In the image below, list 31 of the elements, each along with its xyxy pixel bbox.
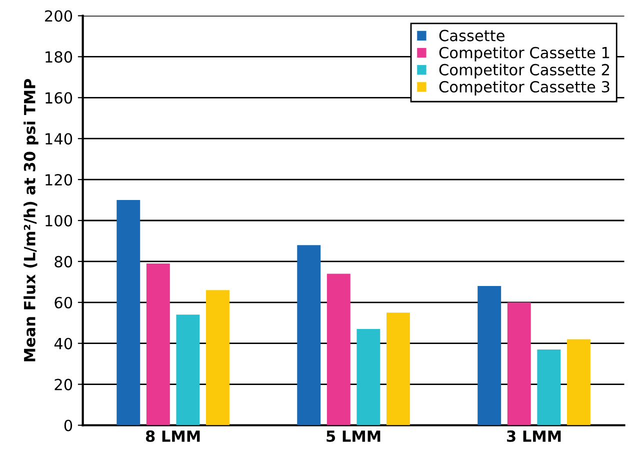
x-tick-label: 8 LMM	[146, 430, 200, 442]
y-tick-label: 120	[46, 174, 72, 186]
y-tick-label: 140	[46, 133, 72, 145]
bar	[206, 290, 230, 426]
y-tick-label: 200	[45, 10, 72, 22]
y-tick-label: 60	[54, 296, 72, 308]
legend-label: Cassette	[439, 30, 504, 42]
bar	[326, 274, 350, 426]
bar	[386, 312, 410, 426]
y-tick-label: 160	[46, 92, 72, 104]
y-tick-label: 40	[54, 338, 72, 350]
bar	[356, 329, 380, 426]
legend-label: Competitor Cassette 3	[439, 80, 610, 96]
legend-label: Competitor Cassette 2	[439, 64, 609, 78]
bar	[537, 349, 561, 426]
y-tick-label: 0	[64, 420, 72, 432]
x-tick-label: 5 LMM	[326, 430, 380, 442]
bar	[566, 339, 590, 426]
legend-label: Competitor Cassette 1	[439, 46, 610, 62]
bar	[297, 245, 321, 426]
bar	[146, 263, 170, 426]
y-tick-label: 80	[54, 256, 72, 268]
bar	[478, 286, 502, 426]
y-axis-title: Mean Flux (L/m²/h) at 30 psi TMP	[24, 78, 38, 362]
bar	[176, 314, 200, 426]
bar	[116, 200, 140, 426]
bar	[507, 302, 531, 426]
x-tick-label: 3 LMM	[506, 430, 561, 442]
y-tick-label: 180	[46, 51, 72, 63]
y-tick-label: 20	[54, 378, 72, 390]
y-tick-label: 100	[46, 214, 72, 227]
